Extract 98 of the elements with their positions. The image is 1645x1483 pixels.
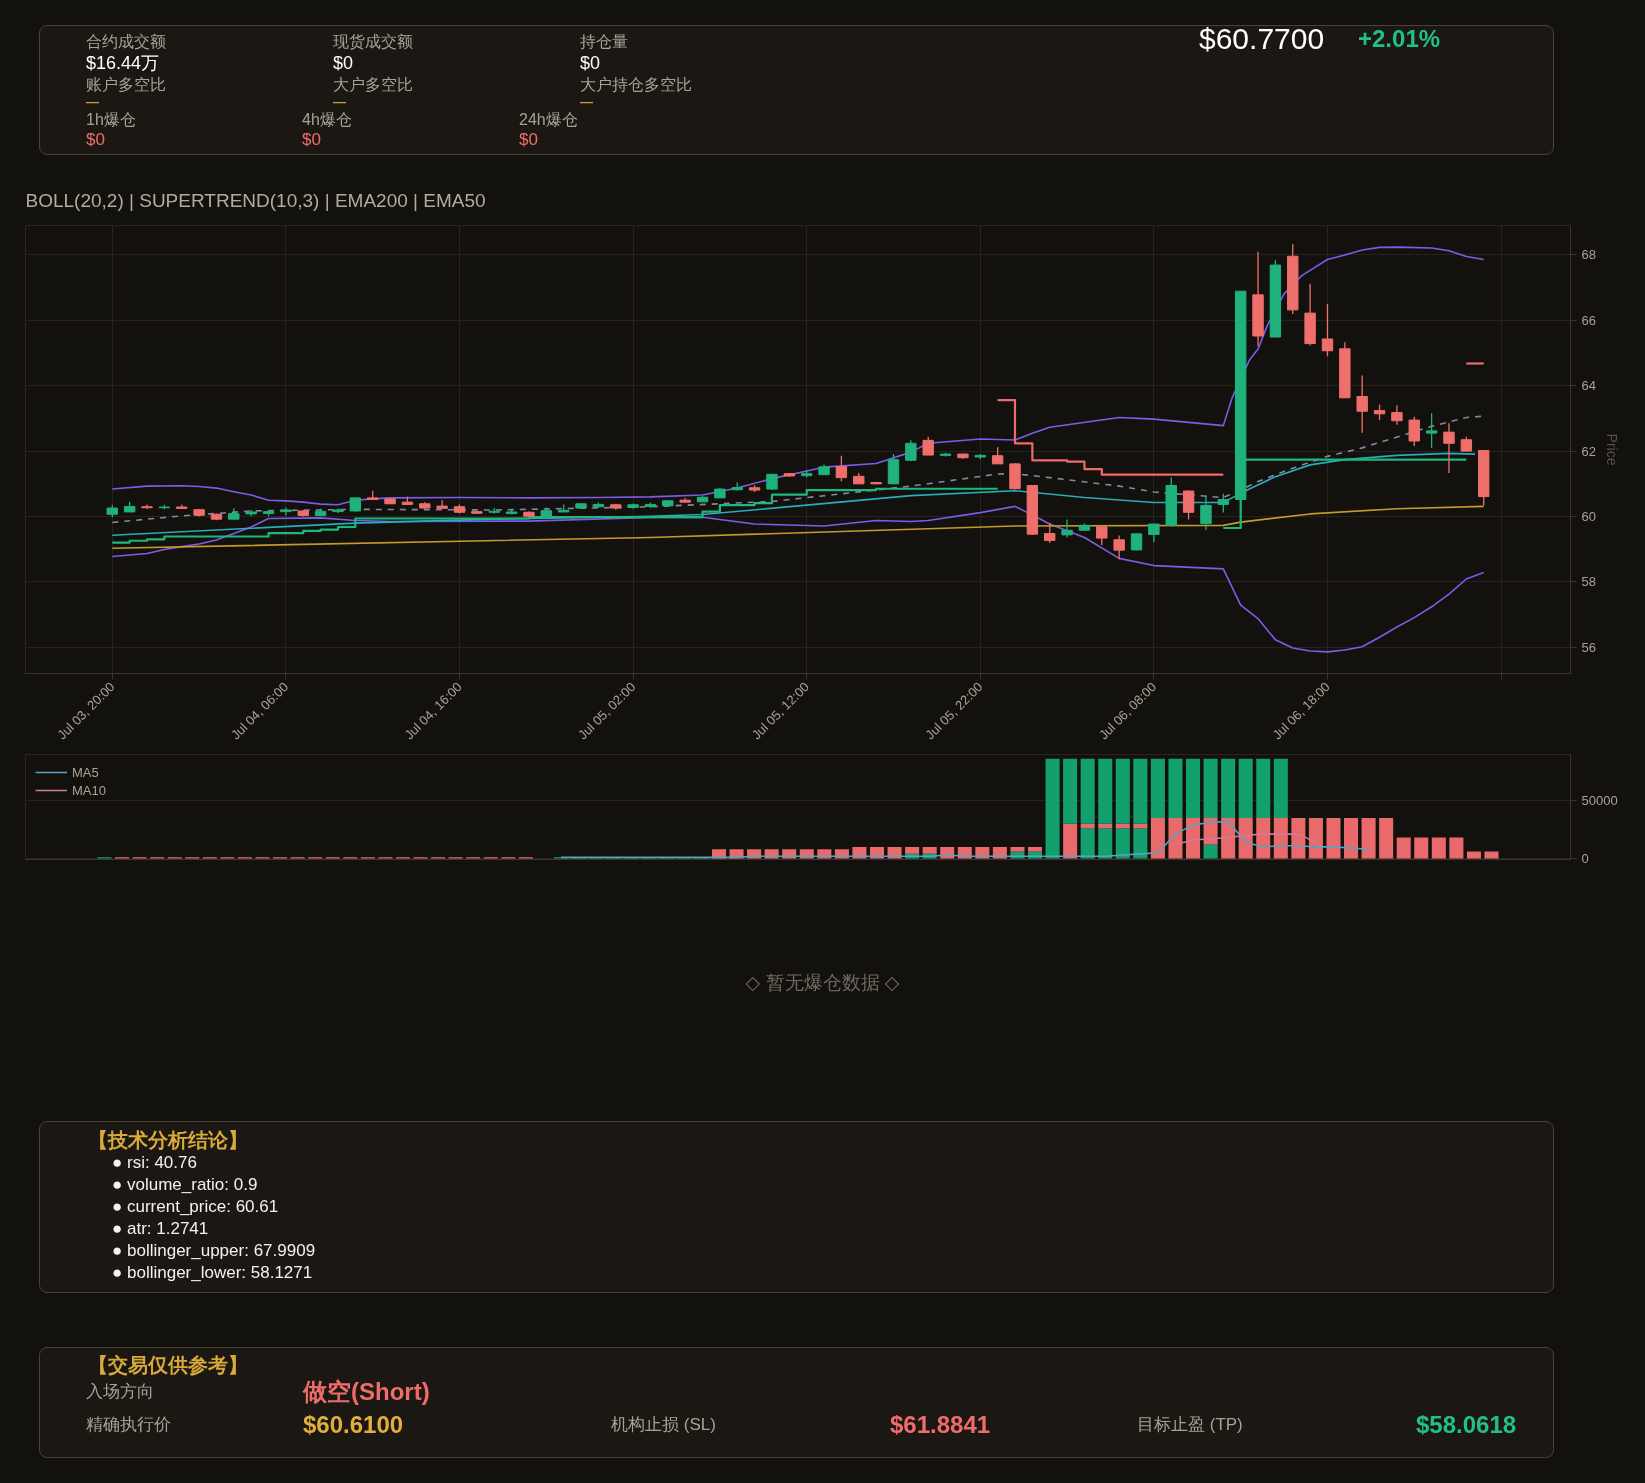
chart-title: BOLL(20,2) | SUPERTREND(10,3) | EMA200 | EMA50 [25,189,486,211]
text: 大户多空比 [333,75,413,95]
text: 机构止损 (SL) [611,1415,716,1435]
bar [1010,846,1025,852]
text: $0 [333,52,354,74]
candlestick [280,506,292,517]
text: ● atr: 1.2741 [112,1219,209,1239]
candlestick [1182,489,1195,521]
bar [1414,837,1429,859]
legend-label: MA10 [72,782,106,798]
bar [1186,817,1201,859]
text: 合约成交额 [86,32,166,52]
text: $0 [302,130,321,150]
text: 入场方向 [86,1382,154,1402]
bar [1150,817,1165,859]
text: +2.01% [1358,25,1441,53]
text: 24h爆仓 [519,110,578,130]
bar [1326,817,1341,859]
text: 【交易仅供参考】 [88,1353,248,1377]
text: 1h爆仓 [86,110,136,130]
y-tick-label: 56 [1581,639,1596,655]
text: 账户多空比 [86,75,166,95]
bar [1203,758,1218,818]
text: $0 [86,130,105,150]
text: $58.0618 [1416,1411,1517,1439]
candlestick [1148,523,1160,543]
text: 做空(Short) [303,1378,430,1406]
text: $0 [519,130,538,150]
bar [1063,823,1078,859]
candlestick [141,503,153,510]
bar [1466,851,1481,859]
y-tick-label: 58 [1581,574,1596,590]
y-tick-label: 66 [1581,312,1596,328]
line-series [1174,833,1317,846]
text: ◇ 暂无爆仓数据 ◇ [744,972,901,994]
bar [1396,837,1411,859]
candlestick [922,436,934,456]
text: ● bollinger_upper: 67.9909 [112,1241,316,1261]
bar [922,846,937,854]
text: ● current_price: 60.61 [112,1197,279,1217]
text: ● volume_ratio: 0.9 [112,1175,258,1195]
text: $16.44万 [86,52,160,74]
y-tick-label: 50000 [1581,792,1618,808]
candlestick [1408,416,1420,447]
y-tick-label: 68 [1581,247,1596,263]
text: 现货成交额 [333,32,413,52]
y-axis-title: Price [1603,433,1620,466]
text: 4h爆仓 [302,110,352,130]
bar [1238,817,1253,859]
candlestick [1200,494,1212,531]
text: ● rsi: 40.76 [112,1153,197,1173]
text: $0 [580,52,601,74]
candlestick [1217,493,1230,514]
y-tick-label: 60 [1581,509,1596,525]
text: 【技术分析结论】 [88,1128,248,1152]
y-tick-label: 62 [1581,443,1596,459]
candlestick [1061,518,1073,539]
candlestick [1113,534,1125,561]
bar [1449,837,1464,859]
text: ● bollinger_lower: 58.1271 [112,1263,313,1283]
bar [1133,758,1148,824]
bar [1484,851,1499,859]
text: — [333,93,346,110]
bar [1115,758,1130,824]
bar [1291,817,1306,859]
bar [1361,817,1376,859]
text: 精确执行价 [86,1415,171,1435]
candlestick [1321,303,1334,357]
bar [1431,837,1446,859]
text: 目标止盈 (TP) [1137,1415,1243,1435]
candlestick [1044,522,1056,544]
bar [1221,817,1236,859]
bar [905,846,920,854]
text: $60.6100 [303,1411,404,1439]
bar [1080,758,1095,824]
text: — [580,93,593,110]
text: 持仓量 [580,32,628,52]
candlestick [835,455,848,482]
candlestick [436,499,448,510]
y-tick-label: 64 [1581,378,1596,394]
text: — [86,93,99,110]
candlestick [1356,374,1368,434]
text: $61.8841 [890,1411,991,1439]
bar [1379,817,1394,859]
bar [1256,817,1271,859]
candlestick [1425,412,1438,449]
y-tick-label: 0 [1581,851,1589,866]
legend-label: MA5 [72,764,99,780]
text: 大户持仓多空比 [580,75,692,95]
line-series [560,820,1370,859]
text: $60.7700 [1199,21,1325,57]
bar [1168,817,1183,859]
bar [1308,817,1323,859]
bar [1027,846,1043,852]
candlestick [1443,422,1455,474]
bar [1344,817,1359,859]
candlestick [1391,404,1403,426]
bar [1098,758,1113,824]
